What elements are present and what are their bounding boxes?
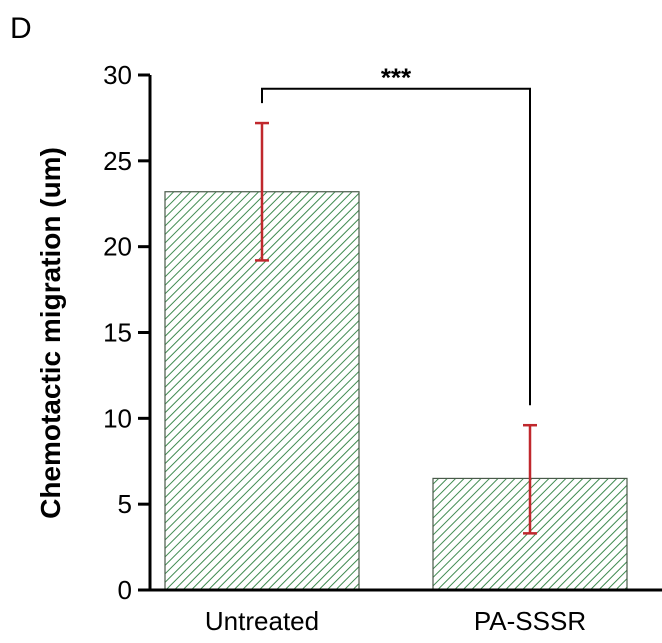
y-tick-label: 5: [118, 489, 132, 519]
y-ticks-layer: 0 5 10 15 20 25 30: [103, 60, 150, 605]
y-tick-label: 0: [118, 575, 132, 605]
error-bar: [255, 121, 269, 262]
significance-label: ***: [381, 63, 412, 93]
error-bars-layer: [255, 121, 537, 535]
significance-bracket: [261, 87, 531, 406]
y-tick-label: 15: [103, 318, 132, 348]
error-bar: [523, 423, 537, 535]
y-tick-label: 20: [103, 232, 132, 262]
x-category-label: Untreated: [205, 606, 319, 636]
significance-layer: ***: [261, 63, 531, 406]
x-category-label: PA-SSSR: [474, 606, 586, 636]
panel-label: D: [10, 12, 32, 45]
y-tick-label: 30: [103, 60, 132, 90]
x-category-labels: Untreated PA-SSSR: [205, 606, 586, 636]
bars-layer: [164, 191, 628, 591]
y-tick-label: 10: [103, 403, 132, 433]
y-tick-label: 25: [103, 146, 132, 176]
y-axis-title: Chemotactic migration (um): [35, 147, 66, 519]
